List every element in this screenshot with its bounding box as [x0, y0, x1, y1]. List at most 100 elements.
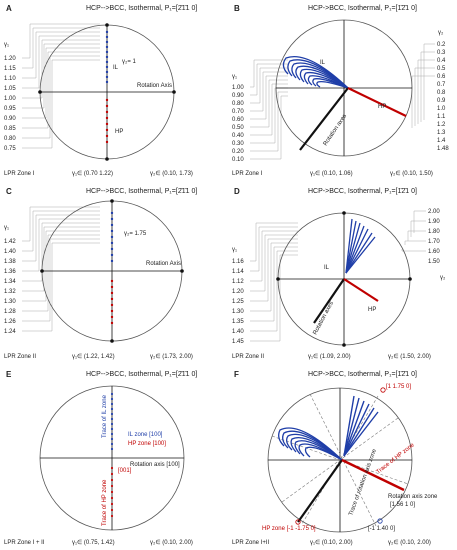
panel-e-hp-points	[110, 466, 114, 518]
panel-d: D HCP->BCC, Isothermal, P₁=[1̄2̄1 0] γ₁ …	[228, 183, 456, 366]
panel-b-label: B	[234, 4, 240, 13]
tick-label: 1.4	[437, 138, 446, 144]
tick-label: 0.2	[437, 42, 446, 48]
tick-label: 0.6	[437, 74, 446, 80]
panel-d-ticks-left: 1.16 1.14 1.12 1.20 1.25 1.30 1.35 1.40 …	[232, 259, 244, 345]
panel-c-il-points	[110, 211, 114, 263]
panel-f: F HCP->BCC, Isothermal, P₁=[1̄2̄1 0] [1 …	[228, 366, 457, 550]
tick-label: 1.36	[4, 269, 16, 275]
tick-label: 1.10	[4, 76, 16, 82]
panel-d-rotation-label: Rotation axes	[312, 301, 335, 336]
tick-label: 1.32	[4, 289, 16, 295]
panel-d-il-label: IL	[324, 265, 330, 271]
panel-d-g1-range: γ₁∈ (1.09, 2.00)	[308, 353, 351, 360]
tick-label: 1.60	[428, 249, 440, 255]
tick-label: 1.45	[232, 339, 244, 345]
panel-a-axis-symbol: γ₁	[4, 42, 9, 48]
tick-label: 1.70	[428, 239, 440, 245]
panel-c-title: HCP-->BCC, Isothermal, P₁=[2̄1̄1 0]	[86, 188, 197, 195]
panel-a-ticks: 1.20 1.15 1.10 1.05 1.00 0.95 0.90 0.85 …	[4, 56, 16, 152]
tick-label: 1.20	[232, 289, 244, 295]
tick-label: 1.00	[4, 96, 16, 102]
panel-b-g1-range: γ₁∈ (0.10, 1.06)	[310, 170, 353, 177]
tick-label: 0.70	[232, 109, 244, 115]
panel-f-g2-range: γ₂∈ (0.10, 2.00)	[388, 539, 431, 546]
panel-a-g2-range: γ₂∈ (0.10, 1.73)	[150, 170, 193, 177]
tick-label: 1.16	[232, 259, 244, 265]
panel-a-pole	[38, 90, 42, 94]
tick-label: 1.80	[428, 229, 440, 235]
tick-label: 1.25	[232, 299, 244, 305]
panel-f-trace-rot-label: Trace of rotation axis zone	[348, 448, 378, 517]
panel-e-label: E	[6, 370, 12, 379]
panel-f-hp-zone-label: HP zone [-1 -1.75 0]	[262, 526, 316, 532]
panel-e-rotation-label: Rotation axis [100]	[130, 462, 180, 468]
panel-a-leader-lines	[22, 23, 100, 149]
panel-e-g1-range: γ₁∈ (0.75, 1.42)	[72, 539, 115, 546]
panel-b-g2-range: γ₂∈ (0.10, 1.50)	[390, 170, 433, 177]
panel-a-rotation-label: Rotation Axis	[137, 83, 172, 89]
panel-d-ticks-right: 2.00 1.90 1.80 1.70 1.60 1.50	[428, 209, 440, 265]
panel-b-ticks-left: 1.00 0.90 0.80 0.70 0.60 0.50 0.40 0.30 …	[232, 85, 244, 163]
panel-e-001-label: [001]	[118, 468, 132, 474]
tick-label: 1.1	[437, 114, 446, 120]
panel-f-pole-top	[380, 387, 386, 393]
panel-c-pole	[40, 269, 44, 273]
panel-c-g2-range: γ₂∈ (1.73, 2.00)	[150, 353, 193, 360]
tick-label: 1.26	[4, 319, 16, 325]
panel-e-g2-range: γ₂∈ (0.10, 2.00)	[150, 539, 193, 546]
tick-label: 1.48	[437, 146, 449, 152]
panel-b-leader-lines	[250, 43, 435, 160]
tick-label: 0.95	[4, 106, 16, 112]
panel-f-dir-low-label: [-1 1.40 0]	[368, 526, 395, 532]
panel-d-pole	[342, 343, 346, 347]
panel-b-hp-line	[347, 87, 407, 117]
panel-f-pole-low	[377, 518, 383, 524]
panel-f-dir-top-label: [1 1.75 0]	[386, 384, 411, 390]
panel-a-title: HCP-->BCC, Isothermal, P₁=[2̄1̄1 0]	[86, 5, 197, 12]
panel-e-trace-il-label: Trace of IL zone	[102, 394, 108, 438]
panel-f-pole-hp	[295, 519, 301, 525]
panel-f-il-arcs	[278, 427, 343, 461]
tick-label: 0.8	[437, 90, 446, 96]
panel-f-label: F	[234, 370, 239, 379]
panel-e-il-points	[110, 392, 114, 451]
tick-label: 1.35	[232, 319, 244, 325]
tick-label: 0.85	[4, 126, 16, 132]
panel-c-leader-lines	[22, 206, 100, 332]
panel-f-hp-line	[341, 458, 405, 492]
panel-c-label: C	[6, 187, 12, 196]
tick-label: 0.9	[437, 98, 446, 104]
tick-label: 1.38	[4, 259, 16, 265]
tick-label: 1.28	[4, 309, 16, 315]
tick-label: 1.0	[437, 106, 446, 112]
tick-label: 0.90	[4, 116, 16, 122]
panel-d-pole	[276, 277, 280, 281]
panel-f-rot-dir-label: [1.56 1 0]	[390, 502, 415, 508]
panel-d-label: D	[234, 187, 240, 196]
panel-d-rotation-axes-line	[313, 278, 345, 324]
panel-b-il-arcs	[282, 56, 349, 89]
tick-label: 1.3	[437, 130, 446, 136]
tick-label: 0.7	[437, 82, 446, 88]
panel-d-axis-symbol-right: γ₂	[440, 275, 446, 281]
tick-label: 0.75	[4, 146, 16, 152]
tick-label: 1.24	[4, 329, 16, 335]
panel-d-pole	[408, 277, 412, 281]
tick-label: 0.60	[232, 117, 244, 123]
tick-label: 0.30	[232, 141, 244, 147]
panel-a-pole	[105, 157, 109, 161]
panel-c-g1-range: γ₁∈ (1.22, 1.42)	[72, 353, 115, 360]
panel-a-pole	[105, 23, 109, 27]
tick-label: 1.12	[232, 279, 244, 285]
tick-label: 0.50	[232, 125, 244, 131]
panel-d-zone: LPR Zone II	[232, 354, 264, 360]
tick-label: 1.20	[4, 56, 16, 62]
tick-label: 0.80	[232, 101, 244, 107]
panel-a-hp-label: HP	[115, 129, 123, 135]
panel-b-rotation-axes-line	[299, 87, 349, 151]
panel-b: B HCP->BCC, Isothermal, P₁=[1̄2̄1 0] γ₁ …	[228, 0, 456, 183]
panel-e-zone: LPR Zone I + II	[4, 540, 45, 546]
panel-c-hp-points	[110, 279, 114, 325]
panel-c-pole	[110, 339, 114, 343]
